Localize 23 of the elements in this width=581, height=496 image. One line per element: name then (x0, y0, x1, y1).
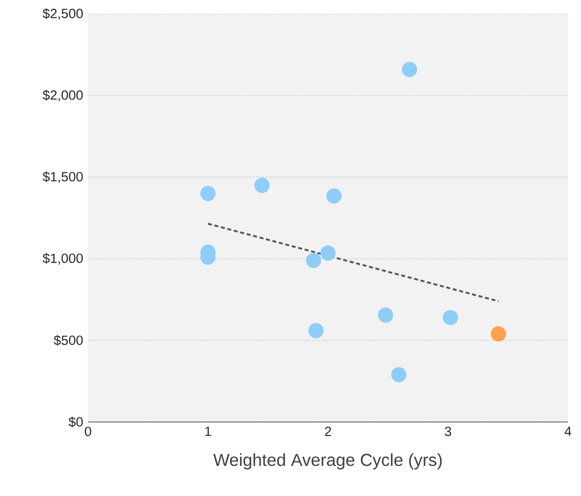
y-tick-label: $500 (54, 335, 83, 346)
x-tick-label: 0 (84, 426, 92, 436)
point (442, 310, 458, 326)
point (308, 323, 324, 338)
point (490, 326, 506, 342)
point (306, 252, 322, 268)
y-tick-label: $1,500 (42, 171, 83, 183)
y-tick-label: $0 (68, 416, 83, 428)
x-tick-label: 1 (205, 426, 212, 436)
y-tick-label: $1,000 (42, 253, 83, 265)
point (402, 62, 418, 78)
x-tick-label: 4 (564, 426, 572, 436)
point (391, 367, 406, 382)
point (326, 188, 342, 204)
y-tick-label: $2,000 (42, 90, 83, 102)
y-tick-label: $2,500 (42, 8, 83, 20)
point (320, 245, 336, 261)
point (200, 186, 216, 202)
x-axis-title: Weighted Average Cycle (yrs) (213, 453, 442, 470)
x-tick-label: 3 (444, 426, 452, 436)
point (378, 308, 394, 323)
point (254, 178, 270, 193)
x-tick-label: 2 (324, 426, 332, 436)
